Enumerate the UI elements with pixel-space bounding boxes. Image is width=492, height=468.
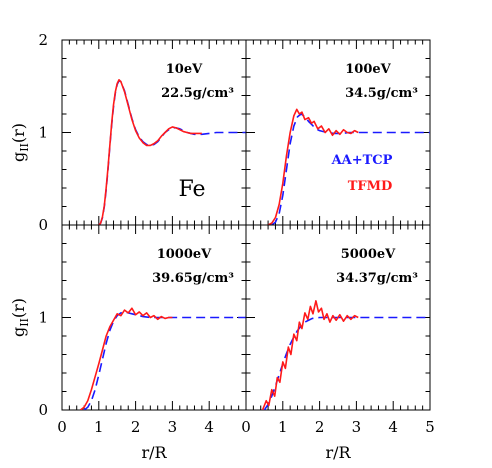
- y-axis-title-subscript: II: [18, 143, 31, 152]
- panel-top-right: 100eV 34.5g/cm³: [245, 39, 431, 226]
- panels-layer: 10eV 22.5g/cm³ 100eV 34.5g/cm³ 1000eV 39.65g/…: [61, 39, 431, 411]
- series-line-tfmd: [79, 307, 173, 410]
- panel-density-label: 22.5g/cm³: [161, 86, 234, 101]
- series-line-aa-tcp: [263, 316, 430, 410]
- legend-label-aa-tcp: AA+TCP: [331, 153, 393, 168]
- panel-density-label: 34.5g/cm³: [345, 86, 418, 101]
- material-label: Fe: [178, 177, 205, 202]
- x-tick-label: 5: [425, 418, 435, 436]
- x-tick-label: 3: [352, 418, 362, 436]
- x-tick-label: 2: [315, 418, 325, 436]
- panel-density-label: 39.65g/cm³: [152, 271, 234, 286]
- y-tick-label: 1: [38, 309, 48, 327]
- legend-label-tfmd: TFMD: [348, 179, 393, 194]
- series-line-tfmd: [261, 300, 359, 410]
- panel-energy-label: 5000eV: [341, 247, 396, 262]
- x-tick-label: 1: [94, 418, 104, 436]
- y-tick-label: 1: [38, 124, 48, 142]
- y-tick-label: 2: [38, 31, 48, 49]
- y-axis-title-main: g: [9, 327, 28, 337]
- x-tick-label: 0: [241, 418, 251, 436]
- x-tick-label: 2: [131, 418, 141, 436]
- x-tick-label: 3: [168, 418, 178, 436]
- x-tick-label: 4: [204, 418, 214, 436]
- y-axis-title-subscript: II: [18, 318, 31, 327]
- y-tick-label: 0: [38, 401, 48, 419]
- y-tick-label: 0: [38, 216, 48, 234]
- y-axis-title-main: g: [9, 152, 28, 162]
- series-line-aa-tcp: [98, 79, 246, 225]
- x-tick-label: 4: [388, 418, 398, 436]
- panel-top-left: 10eV 22.5g/cm³: [61, 39, 247, 226]
- series-line-aa-tcp: [271, 113, 430, 225]
- labels-layer: Fe AA+TCP TFMD: [178, 153, 392, 202]
- y-axis-title-suffix: (r): [9, 123, 28, 143]
- panel-energy-label: 10eV: [166, 62, 203, 77]
- y-axis-title: gII(r): [9, 123, 31, 162]
- x-tick-label: 1: [278, 418, 288, 436]
- panel-energy-label: 100eV: [345, 62, 391, 77]
- series-line-aa-tcp: [83, 311, 246, 410]
- panel-bottom-left: 1000eV 39.65g/cm³: [61, 224, 247, 411]
- series-line-tfmd: [267, 108, 359, 225]
- panel-energy-label: 1000eV: [157, 247, 212, 262]
- y-axis-title: gII(r): [9, 298, 31, 337]
- panel-bottom-right: 5000eV 34.37g/cm³: [245, 224, 431, 411]
- y-axis-title-suffix: (r): [9, 298, 28, 318]
- series-line-tfmd: [98, 78, 202, 225]
- x-tick-label: 0: [57, 418, 67, 436]
- x-axis-title: r/R: [141, 443, 167, 462]
- x-axis-title: r/R: [325, 443, 351, 462]
- panel-density-label: 34.37g/cm³: [336, 271, 418, 286]
